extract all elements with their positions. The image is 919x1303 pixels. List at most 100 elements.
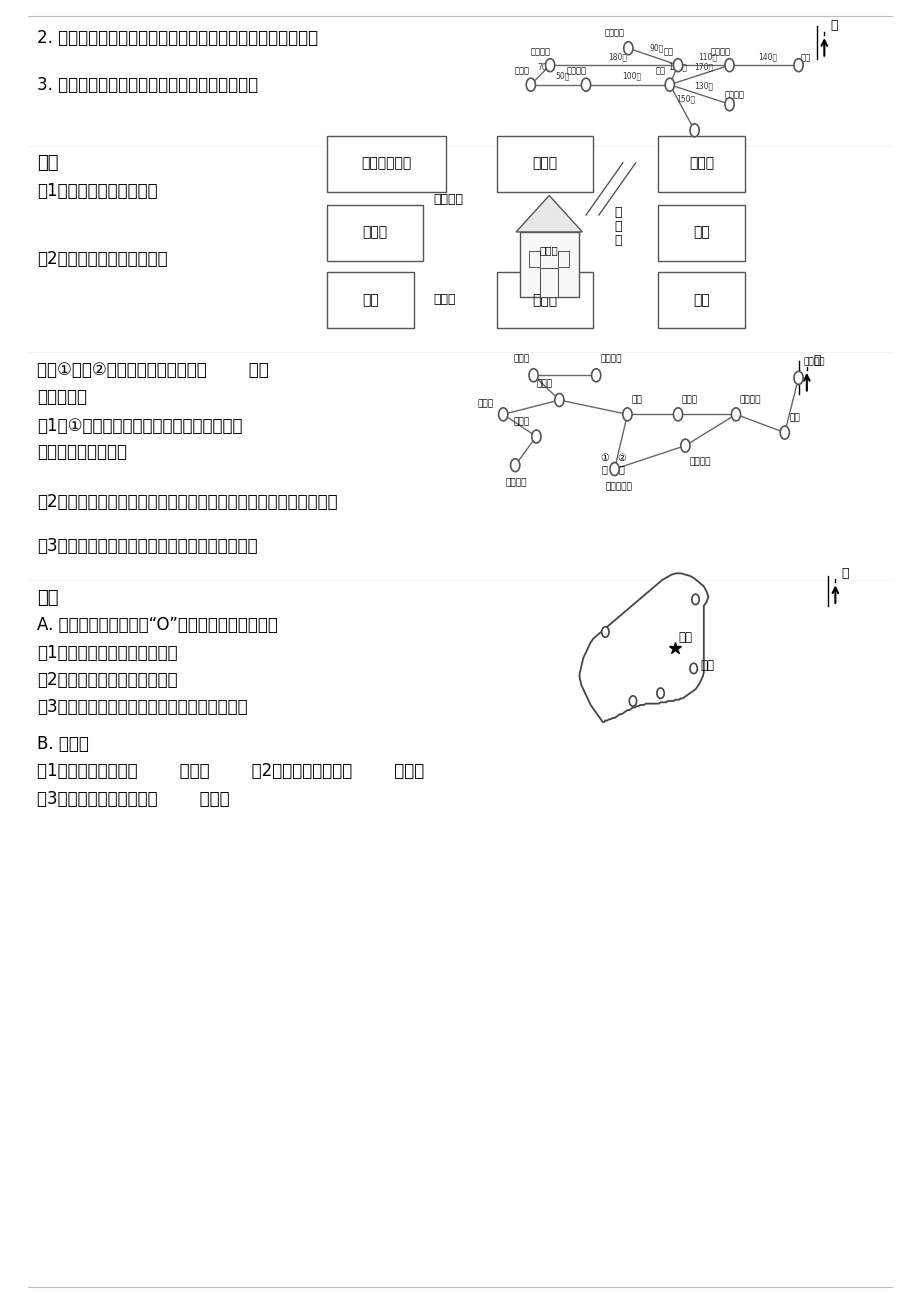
Circle shape	[554, 394, 563, 407]
Text: 70米: 70米	[537, 63, 550, 70]
Text: 150米: 150米	[675, 95, 695, 104]
Text: 红卫路: 红卫路	[433, 293, 455, 306]
Text: 宝塔小学: 宝塔小学	[679, 141, 699, 150]
Text: 市实小: 市实小	[681, 395, 698, 404]
FancyBboxPatch shape	[657, 272, 744, 328]
Text: 七、: 七、	[37, 154, 58, 172]
Circle shape	[623, 42, 632, 55]
Text: 110米: 110米	[698, 52, 716, 61]
Circle shape	[689, 124, 698, 137]
Circle shape	[622, 408, 631, 421]
Text: （3）上海在布达拉宫的（        ）面。: （3）上海在布达拉宫的（ ）面。	[37, 790, 229, 808]
Circle shape	[601, 627, 608, 637]
Circle shape	[691, 594, 698, 605]
Text: 图书馆: 图书馆	[362, 225, 387, 240]
Text: 100米: 100米	[621, 72, 641, 81]
FancyBboxPatch shape	[496, 136, 593, 192]
Circle shape	[498, 408, 507, 421]
FancyBboxPatch shape	[326, 205, 423, 261]
Text: 路: 路	[618, 464, 624, 474]
Text: 量贩店: 量贩店	[532, 293, 557, 308]
Circle shape	[724, 59, 733, 72]
Text: 中高: 中高	[630, 395, 641, 404]
Text: 人民医院: 人民医院	[688, 457, 709, 466]
Text: 邮局: 邮局	[664, 47, 673, 56]
Text: 黄冈中学: 黄冈中学	[566, 66, 586, 76]
Polygon shape	[516, 195, 582, 232]
Circle shape	[673, 408, 682, 421]
Text: 游泳池: 游泳池	[513, 354, 529, 364]
Text: 九、: 九、	[37, 589, 58, 607]
Text: 宝塔大道: 宝塔大道	[433, 193, 462, 206]
Text: A. 按下列要求，在上图“O”处标出正确的城市名。: A. 按下列要求，在上图“O”处标出正确的城市名。	[37, 616, 278, 635]
Text: 七一商场: 七一商场	[709, 47, 730, 56]
Text: （2）哈尔滨在北京的东北面；: （2）哈尔滨在北京的东北面；	[37, 671, 177, 689]
Text: 八、①路和②路公共汽车都是从长途        汽车: 八、①路和②路公共汽车都是从长途 汽车	[37, 361, 268, 379]
Circle shape	[731, 408, 740, 421]
Text: 180米: 180米	[607, 52, 627, 61]
Text: 鹏鹏家: 鹏鹏家	[539, 245, 558, 255]
Text: 140米: 140米	[757, 52, 777, 61]
Text: 北: 北	[830, 20, 837, 33]
Text: 区政府: 区政府	[477, 399, 494, 408]
Circle shape	[680, 439, 689, 452]
Circle shape	[689, 663, 697, 674]
FancyBboxPatch shape	[326, 136, 446, 192]
Text: 字街: 字街	[655, 66, 664, 76]
Text: 130米: 130米	[693, 82, 712, 91]
Circle shape	[510, 459, 519, 472]
Text: 少年宫: 少年宫	[536, 379, 552, 388]
Text: 三峡证券公司: 三峡证券公司	[361, 156, 411, 171]
Text: 游乐园: 游乐园	[532, 156, 557, 171]
Text: 商城: 商城	[800, 53, 810, 63]
Circle shape	[545, 59, 554, 72]
Circle shape	[528, 369, 538, 382]
FancyBboxPatch shape	[558, 251, 569, 267]
Text: 长途汽车站: 长途汽车站	[605, 482, 631, 491]
Circle shape	[673, 59, 682, 72]
FancyBboxPatch shape	[326, 272, 414, 328]
Circle shape	[724, 98, 733, 111]
Text: 赤壁公园: 赤壁公园	[802, 357, 823, 366]
Circle shape	[793, 371, 802, 384]
Circle shape	[609, 463, 618, 476]
Circle shape	[591, 369, 600, 382]
Text: B. 填空：: B. 填空：	[37, 735, 88, 753]
Text: 90米: 90米	[649, 44, 664, 53]
FancyBboxPatch shape	[496, 272, 593, 328]
FancyBboxPatch shape	[539, 268, 558, 297]
Text: （3）北京的南面有广州，西南面有布达拉宫。: （3）北京的南面有广州，西南面有布达拉宫。	[37, 698, 247, 717]
Text: 市委大院: 市委大院	[604, 29, 624, 38]
Text: （1）乌鲁木齐在北京的西面；: （1）乌鲁木齐在北京的西面；	[37, 644, 177, 662]
Text: （2）鹏鹏去学校该怎么走？: （2）鹏鹏去学校该怎么走？	[37, 250, 167, 268]
Text: 老车站: 老车站	[514, 66, 528, 76]
FancyBboxPatch shape	[519, 232, 578, 297]
Circle shape	[664, 78, 674, 91]
Text: 站开出的。: 站开出的。	[37, 388, 86, 407]
Text: 120米: 120米	[667, 63, 686, 70]
Text: 170米: 170米	[693, 63, 712, 70]
Text: 50米: 50米	[554, 72, 569, 81]
Circle shape	[526, 78, 535, 91]
Circle shape	[531, 430, 540, 443]
Text: 路: 路	[601, 464, 607, 474]
Text: 邮局: 邮局	[789, 413, 800, 422]
Text: 黄州商场: 黄州商场	[530, 47, 550, 56]
FancyBboxPatch shape	[657, 136, 744, 192]
Circle shape	[629, 696, 636, 706]
Circle shape	[779, 426, 789, 439]
FancyBboxPatch shape	[528, 251, 539, 267]
Text: （2）刘方成的爸爸要从长途汽车站去邮局，应乘几路车？怎么走？: （2）刘方成的爸爸要从长途汽车站去邮局，应乘几路车？怎么走？	[37, 493, 337, 511]
Text: （1）上海在北京的（        ）面。        （2）上海在广州的（        ）面。: （1）上海在北京的（ ）面。 （2）上海在广州的（ ）面。	[37, 762, 424, 780]
Text: 图书馆: 图书馆	[513, 417, 529, 426]
Text: 人民银行: 人民银行	[600, 354, 621, 364]
Circle shape	[581, 78, 590, 91]
Text: 3. 从十字街经七一商场到商城，来回走多少米？: 3. 从十字街经七一商场到商城，来回走多少米？	[37, 76, 257, 94]
Circle shape	[656, 688, 664, 698]
Text: 上海: 上海	[699, 659, 713, 672]
Text: 2. 小明住市委大院，他去黄冈中学走哪条路最近？有多少米？: 2. 小明住市委大院，他去黄冈中学走哪条路最近？有多少米？	[37, 29, 318, 47]
Text: 宝塔公园: 宝塔公园	[723, 90, 743, 99]
Text: （3）邵珂从市实小走到少年宫，路线是怎样的？: （3）邵珂从市实小走到少年宫，路线是怎样的？	[37, 537, 257, 555]
Text: ①: ①	[599, 453, 608, 464]
Circle shape	[793, 59, 802, 72]
